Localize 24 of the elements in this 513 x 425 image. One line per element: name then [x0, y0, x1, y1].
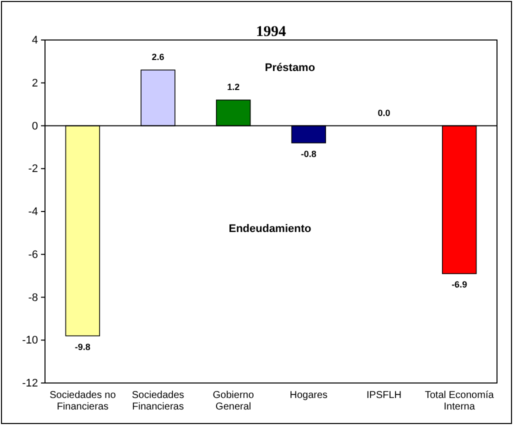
y-tick-label: 2 [32, 77, 38, 90]
data-label: 1.2 [227, 82, 240, 92]
data-label: 2.6 [152, 52, 164, 62]
x-tick-label: Sociedades Financieras [132, 390, 184, 412]
x-tick-label: Gobierno General [212, 390, 254, 412]
annotation: Préstamo [264, 62, 316, 74]
data-label: -9.8 [74, 342, 90, 352]
y-tick-label: -10 [22, 334, 38, 347]
x-tick-label: Sociedades no Financieras [50, 390, 116, 412]
data-label: 0.0 [378, 108, 390, 118]
data-label: -6.9 [452, 280, 468, 290]
y-tick-label: -12 [22, 378, 38, 390]
y-tick-label: 4 [32, 34, 38, 47]
y-tick-label: 0 [32, 120, 38, 132]
annotation: Endeudamiento [228, 223, 312, 235]
x-tick-label: Hogares [290, 390, 328, 401]
data-label: -0.8 [300, 148, 316, 159]
x-tick-label: IPSFLH [366, 390, 402, 401]
y-tick-label: -2 [28, 163, 38, 176]
y-tick-label: -6 [28, 248, 38, 261]
x-tick-label: Total Economía Interna [424, 390, 494, 412]
y-tick-label: -4 [28, 206, 38, 218]
y-tick-label: -8 [28, 292, 38, 304]
chart-title: 1994 [256, 24, 286, 40]
